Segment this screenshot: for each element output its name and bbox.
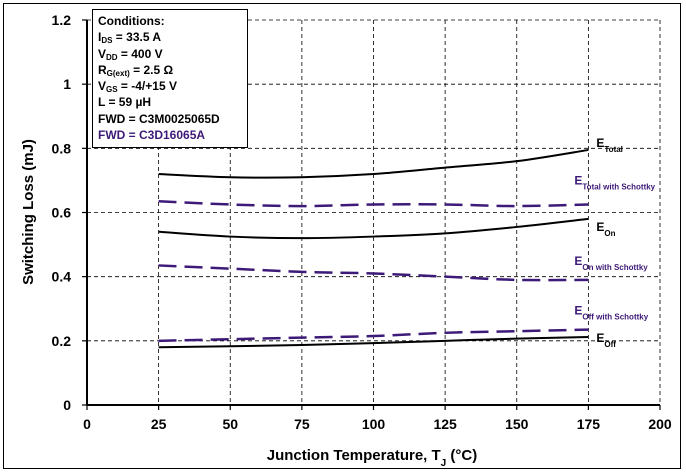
x-tick-label: 75 [294, 416, 310, 432]
y-tick-label: 0 [63, 397, 71, 413]
series-line-total-with-schottky [158, 200, 589, 208]
y-tick-label: 1 [63, 76, 71, 92]
x-tick-label: 175 [577, 416, 601, 432]
x-tick-label: 50 [222, 416, 238, 432]
series-line-on-with-schottky [158, 264, 589, 282]
series-layer [158, 148, 589, 349]
series-line-off-with-schottky [158, 328, 589, 343]
x-tick-label: 25 [151, 416, 167, 432]
series-line-on [158, 217, 589, 240]
condition-line: RG(ext) = 2.5 Ω [98, 62, 174, 78]
condition-line: VGS = -4/+15 V [98, 79, 177, 95]
series-label: EOff with Schottky [574, 304, 648, 322]
y-tick-label: 0.6 [52, 205, 72, 221]
x-axis-title: Junction Temperature, TJ (°C) [267, 447, 477, 469]
series-line-total [158, 148, 589, 179]
conditions-box: Conditions: IDS = 33.5 A VDD = 400 V RG(ex… [92, 9, 248, 149]
series-label: EOn with Schottky [574, 254, 648, 272]
x-tick-label: 0 [83, 416, 91, 432]
series-labels: ETotal ETotal with Schottky EOn EOn with Sc… [574, 136, 655, 349]
y-axis-title: Switching Loss (mJ) [20, 139, 37, 285]
axes: 0 25 50 75 100 125 150 175 200 0 0.2 0.4 0.6 0.8 1 1.2 [52, 12, 672, 432]
y-tick-label: 0.2 [52, 333, 72, 349]
condition-line: IDS = 33.5 A [98, 30, 162, 46]
y-tick-label: 0.8 [52, 140, 72, 156]
x-tick-label: 125 [433, 416, 457, 432]
condition-line: FWD = C3M0025065D [98, 111, 220, 126]
x-tick-label: 100 [362, 416, 386, 432]
y-tick-label: 1.2 [52, 12, 72, 28]
series-label: EOff [596, 331, 616, 349]
series-line-off [158, 335, 589, 349]
series-label: ETotal with Schottky [574, 173, 655, 191]
x-tick-label: 150 [505, 416, 529, 432]
condition-line: L = 59 µH [98, 95, 152, 110]
conditions-fwd-schottky: FWD = C3D16065A [98, 128, 206, 143]
y-tick-label: 0.4 [52, 269, 72, 285]
x-tick-label: 200 [648, 416, 672, 432]
condition-line: VDD = 400 V [98, 46, 163, 62]
series-label: ETotal [596, 136, 623, 154]
conditions-title: Conditions: [98, 14, 165, 28]
series-label: EOn [596, 220, 615, 238]
